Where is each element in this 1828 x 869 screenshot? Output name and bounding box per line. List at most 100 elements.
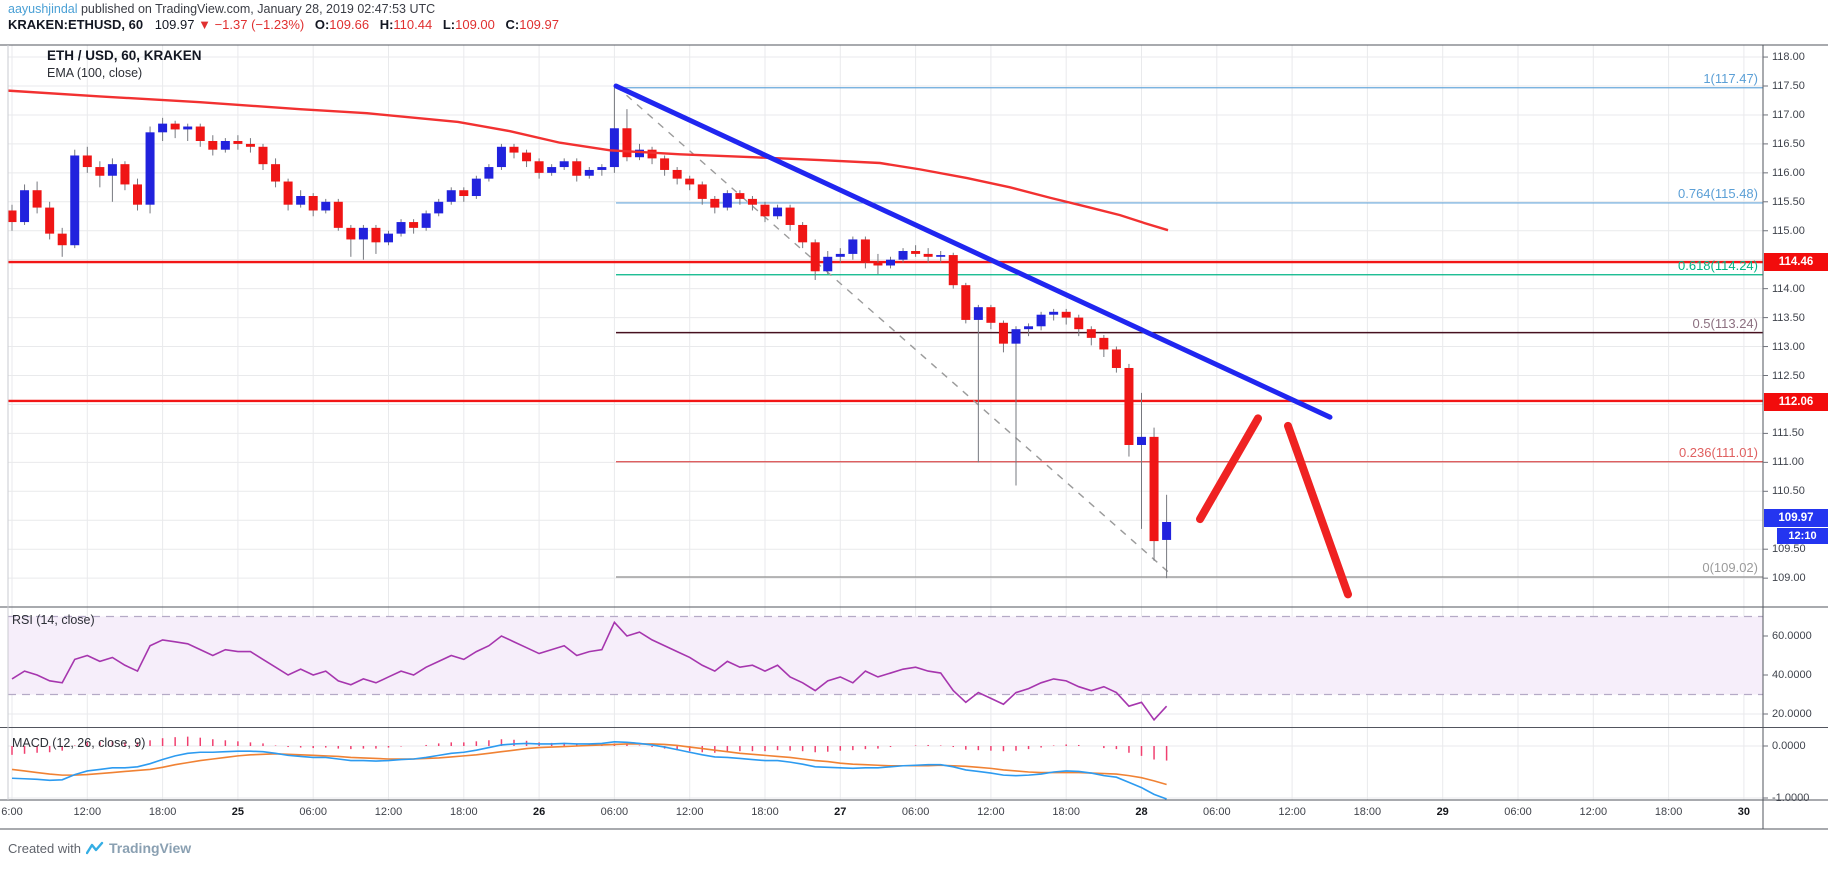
candle-down (57, 233, 67, 246)
candle-up (597, 167, 607, 170)
candle-up (559, 161, 569, 168)
candle-up (973, 307, 983, 320)
author-link[interactable]: aayushjindal (8, 2, 78, 16)
ema-indicator-legend[interactable]: EMA (100, close) (47, 66, 143, 80)
candle-up (107, 164, 117, 176)
time-axis-label: 26 (532, 806, 546, 818)
symbol-name: KRAKEN:ETHUSD, 60 (8, 17, 144, 32)
time-axis-label: 25 (231, 806, 245, 818)
candle-down (948, 255, 958, 286)
tradingview-logo-icon[interactable] (85, 841, 104, 856)
candle-up (421, 213, 431, 228)
time-axis-label: 18:00 (1654, 806, 1683, 818)
tradingview-wordmark[interactable]: TradingView (108, 840, 192, 856)
candle-down (760, 204, 770, 217)
candle-up (446, 190, 456, 202)
time-axis-label: 18:00 (450, 806, 478, 818)
candle-down (672, 169, 682, 179)
candle-up (1036, 314, 1046, 327)
candle-down (1149, 436, 1159, 542)
open-value: 109.66 (329, 17, 370, 32)
candle-up (70, 155, 80, 246)
candle-up (183, 126, 193, 130)
candle-down (371, 227, 381, 243)
downtrend-line[interactable] (613, 83, 1333, 420)
candle-up (384, 233, 393, 243)
candle-down (283, 181, 293, 205)
rsi-tick-label: 20.0000 (1772, 708, 1812, 720)
macd-signal-line (11, 743, 1167, 786)
projection-down-stroke (1284, 421, 1352, 599)
open-label: O: (314, 17, 330, 32)
candle-down (346, 227, 356, 240)
candle-up (296, 196, 306, 205)
candle-up (145, 132, 155, 205)
candle-up (835, 253, 845, 257)
price-tick-label: 109.00 (1772, 572, 1806, 585)
candle-down (785, 207, 795, 225)
time-axis-label: 28 (1135, 806, 1148, 818)
high-value: 110.44 (393, 17, 433, 32)
candle-down (911, 251, 921, 254)
created-with-text: Created with (8, 840, 81, 856)
candle-down (1124, 367, 1134, 445)
candle-down (961, 285, 971, 320)
publish-info-line: aayushjindal published on TradingView.co… (8, 2, 435, 16)
price-tick-label: 111.50 (1772, 427, 1805, 440)
price-tick-label: 117.00 (1772, 108, 1805, 121)
candle-up (358, 227, 368, 240)
panel-borders (0, 44, 1828, 830)
candle-down (459, 190, 469, 197)
fib-level-label: 1(117.47) (1703, 70, 1758, 86)
fib-levels (616, 87, 1763, 578)
candle-down (333, 201, 343, 228)
candle-down (120, 164, 130, 185)
time-axis-label: 12:00 (675, 806, 704, 818)
candle-down (409, 222, 419, 228)
candle-down (1074, 317, 1084, 330)
candle-down (810, 242, 820, 272)
time-axis-label: 18:00 (1353, 806, 1382, 818)
macd-tick-label: -1.0000 (1772, 792, 1810, 804)
footer-credit: Created with TradingView (8, 840, 191, 856)
time-axis-label: 30 (1737, 806, 1751, 818)
candle-up (936, 255, 946, 257)
last-price: 109.97 (154, 17, 195, 32)
bar-countdown-badge: 12:10 (1777, 528, 1828, 544)
candle-up (1162, 521, 1172, 540)
candle-down (798, 224, 808, 243)
symbol-ohlc-line: KRAKEN:ETHUSD, 60 109.97 ▼ −1.37 (−1.23%… (8, 17, 559, 32)
time-axis-label: 27 (834, 806, 847, 818)
price-tick-label: 113.50 (1772, 311, 1805, 324)
candle-down (572, 161, 582, 176)
ema-line (7, 89, 1169, 232)
high-label: H: (379, 17, 394, 32)
trendline-layer (613, 83, 1333, 420)
candle-down (873, 262, 883, 266)
main-chart-legend[interactable]: ETH / USD, 60, KRAKEN (47, 48, 202, 63)
candle-up (496, 146, 506, 168)
projection-up-stroke (1196, 414, 1262, 524)
candle-up (609, 128, 619, 168)
macd-indicator-legend[interactable]: MACD (12, 26, close, 9) (12, 736, 146, 750)
candle-up (20, 190, 30, 223)
candle-down (697, 184, 707, 199)
price-tick-label: 115.50 (1772, 195, 1805, 208)
time-axis-label: 12:00 (1579, 806, 1608, 818)
time-axis-label: 12:00 (1278, 806, 1306, 818)
macd-line (11, 741, 1167, 800)
price-tick-label: 117.50 (1772, 80, 1805, 92)
candle-up (547, 167, 557, 173)
fib-level-label: 0.5(113.24) (1692, 315, 1758, 331)
candle-down (1061, 311, 1071, 318)
rsi-indicator-legend[interactable]: RSI (14, close) (12, 613, 95, 627)
candle-down (271, 164, 281, 182)
candle-up (1049, 311, 1059, 315)
candle-down (82, 155, 92, 168)
candle-up (321, 201, 331, 211)
price-change: −1.37 (−1.23%) (214, 17, 305, 32)
candle-down (7, 210, 17, 223)
candle-down (45, 207, 55, 234)
